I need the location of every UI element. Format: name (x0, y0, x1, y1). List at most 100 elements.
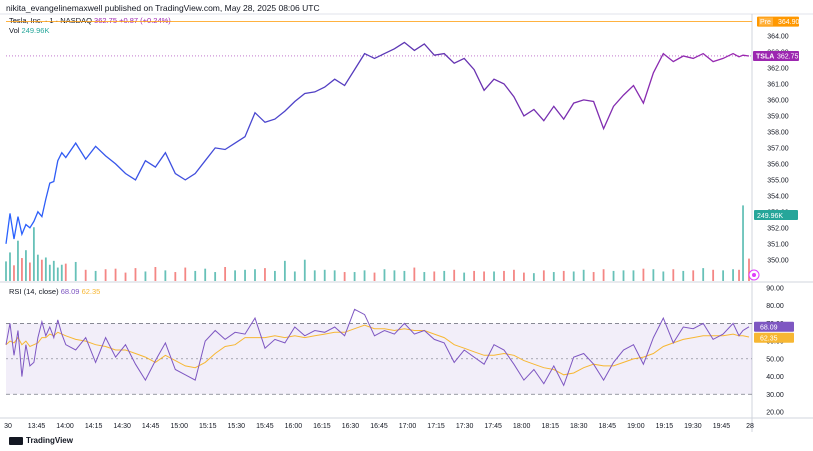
volume-bar (602, 269, 605, 281)
time-tick-label: 19:45 (713, 423, 731, 430)
time-tick-label: 18:00 (513, 423, 531, 430)
time-tick-label: 14:30 (113, 423, 131, 430)
published-line: nikita_evangelinemaxwell published on Tr… (6, 3, 320, 13)
volume-bar (48, 264, 51, 281)
time-tick-label: 14:45 (142, 423, 160, 430)
time-tick-label: 16:45 (370, 423, 388, 430)
volume-bar (29, 262, 31, 281)
volume-bar (104, 269, 107, 281)
price-tick-label: 364.00 (767, 33, 789, 40)
volume-bar (542, 270, 545, 281)
volume-bar (592, 272, 595, 281)
volume-bar (164, 270, 167, 281)
volume-bar (712, 269, 715, 281)
rsi-ma-badge-value: 62.35 (760, 335, 778, 342)
time-tick-label: 18:15 (541, 423, 559, 430)
volume-bar (52, 260, 55, 281)
tradingview-logo-icon (9, 436, 23, 445)
volume-bar (662, 271, 665, 281)
time-tick-label: 28 (746, 423, 754, 430)
symbol-legend: Tesla, Inc. · 1 · NASDAQ 362.75 +0.87 (+… (9, 16, 171, 25)
volume-bar (9, 252, 11, 281)
volume-bar (748, 258, 750, 281)
time-tick-label: 15:00 (170, 423, 188, 430)
volume-bar (114, 268, 117, 281)
volume-bar (343, 272, 346, 281)
volume-bar (13, 265, 15, 281)
volume-bar (692, 270, 695, 281)
volume-bar (283, 260, 286, 281)
rsi-ma-line (5, 324, 750, 376)
price-tick-label: 352.00 (767, 225, 789, 232)
volume-bar (373, 272, 376, 281)
price-axis[interactable]: 350.00351.00352.00353.00354.00355.00356.… (767, 33, 789, 264)
volume-bar (572, 271, 575, 281)
time-axis[interactable]: 30 13:45 14:00 14:15 14:30 14:45 15:00 15:15 15:… (4, 423, 754, 430)
volume-bar (60, 264, 63, 281)
volume-bar (393, 270, 396, 281)
price-tick-label: 354.00 (767, 193, 789, 200)
volume-bar (56, 267, 59, 281)
volume-bar (732, 269, 734, 281)
price-tick-label: 356.00 (767, 161, 789, 168)
volume-bar (742, 205, 744, 281)
volume-bar (84, 269, 87, 281)
volume-bar (134, 268, 137, 281)
premarket-price: 364.90 (778, 19, 800, 26)
volume-bar (254, 269, 256, 281)
volume-bar (702, 268, 705, 281)
volume-bar (383, 269, 386, 281)
time-tick-label: 18:45 (599, 423, 617, 430)
volume-bar (473, 270, 476, 281)
rsi-tick-label: 50.00 (766, 356, 784, 363)
time-tick-label: 17:15 (427, 423, 445, 430)
time-tick-label: 18:30 (570, 423, 588, 430)
price-tick-label: 351.00 (767, 241, 789, 248)
time-tick-label: 17:00 (399, 423, 417, 430)
volume-bar (493, 271, 495, 281)
volume-bar (612, 270, 615, 281)
volume-bar (413, 267, 416, 281)
volume-bar (244, 269, 246, 281)
price-tick-label: 357.00 (767, 145, 789, 152)
volume-bar (293, 271, 296, 281)
volume-bar (74, 261, 77, 281)
volume-bar (672, 269, 675, 281)
volume-badge: 249.96K (754, 210, 798, 220)
volume-bar (453, 269, 456, 281)
volume-bar (622, 270, 625, 281)
price-tick-label: 362.00 (767, 65, 789, 72)
volume-bar (682, 270, 685, 281)
rsi-label[interactable]: RSI (14, close) (9, 287, 59, 296)
price-tick-label: 361.00 (767, 81, 789, 88)
premarket-label: Pre (760, 19, 771, 26)
time-tick-label: 19:15 (656, 423, 674, 430)
time-tick-label: 14:15 (85, 423, 103, 430)
volume-bar (652, 269, 655, 281)
time-tick-label: 16:00 (285, 423, 303, 430)
time-tick-label: 17:30 (456, 423, 474, 430)
volume-value: 249.96K (21, 26, 50, 35)
rsi-tick-label: 20.00 (766, 410, 784, 417)
volume-bar (363, 270, 366, 281)
rsi-line (5, 308, 750, 387)
time-tick-label: 19:30 (684, 423, 702, 430)
time-tick-label: 15:30 (228, 423, 246, 430)
premarket-badge: Pre 364.90 (757, 16, 800, 27)
volume-bar (124, 272, 127, 281)
tradingview-footer[interactable]: TradingView (9, 436, 73, 445)
time-tick-label: 15:45 (256, 423, 274, 430)
symbol-name[interactable]: Tesla, Inc. · 1 · NASDAQ (9, 16, 92, 25)
volume-bar (94, 270, 97, 281)
volume-label[interactable]: Vol (9, 26, 20, 35)
volume-bar (722, 270, 725, 281)
volume-badge-value: 249.96K (757, 213, 783, 220)
volume-bar (25, 250, 27, 281)
volume-bar (174, 272, 177, 281)
price-tick-label: 360.00 (767, 97, 789, 104)
price-line (5, 41, 750, 244)
volume-bar (5, 261, 7, 281)
volume-legend: Vol 249.96K (9, 26, 49, 35)
